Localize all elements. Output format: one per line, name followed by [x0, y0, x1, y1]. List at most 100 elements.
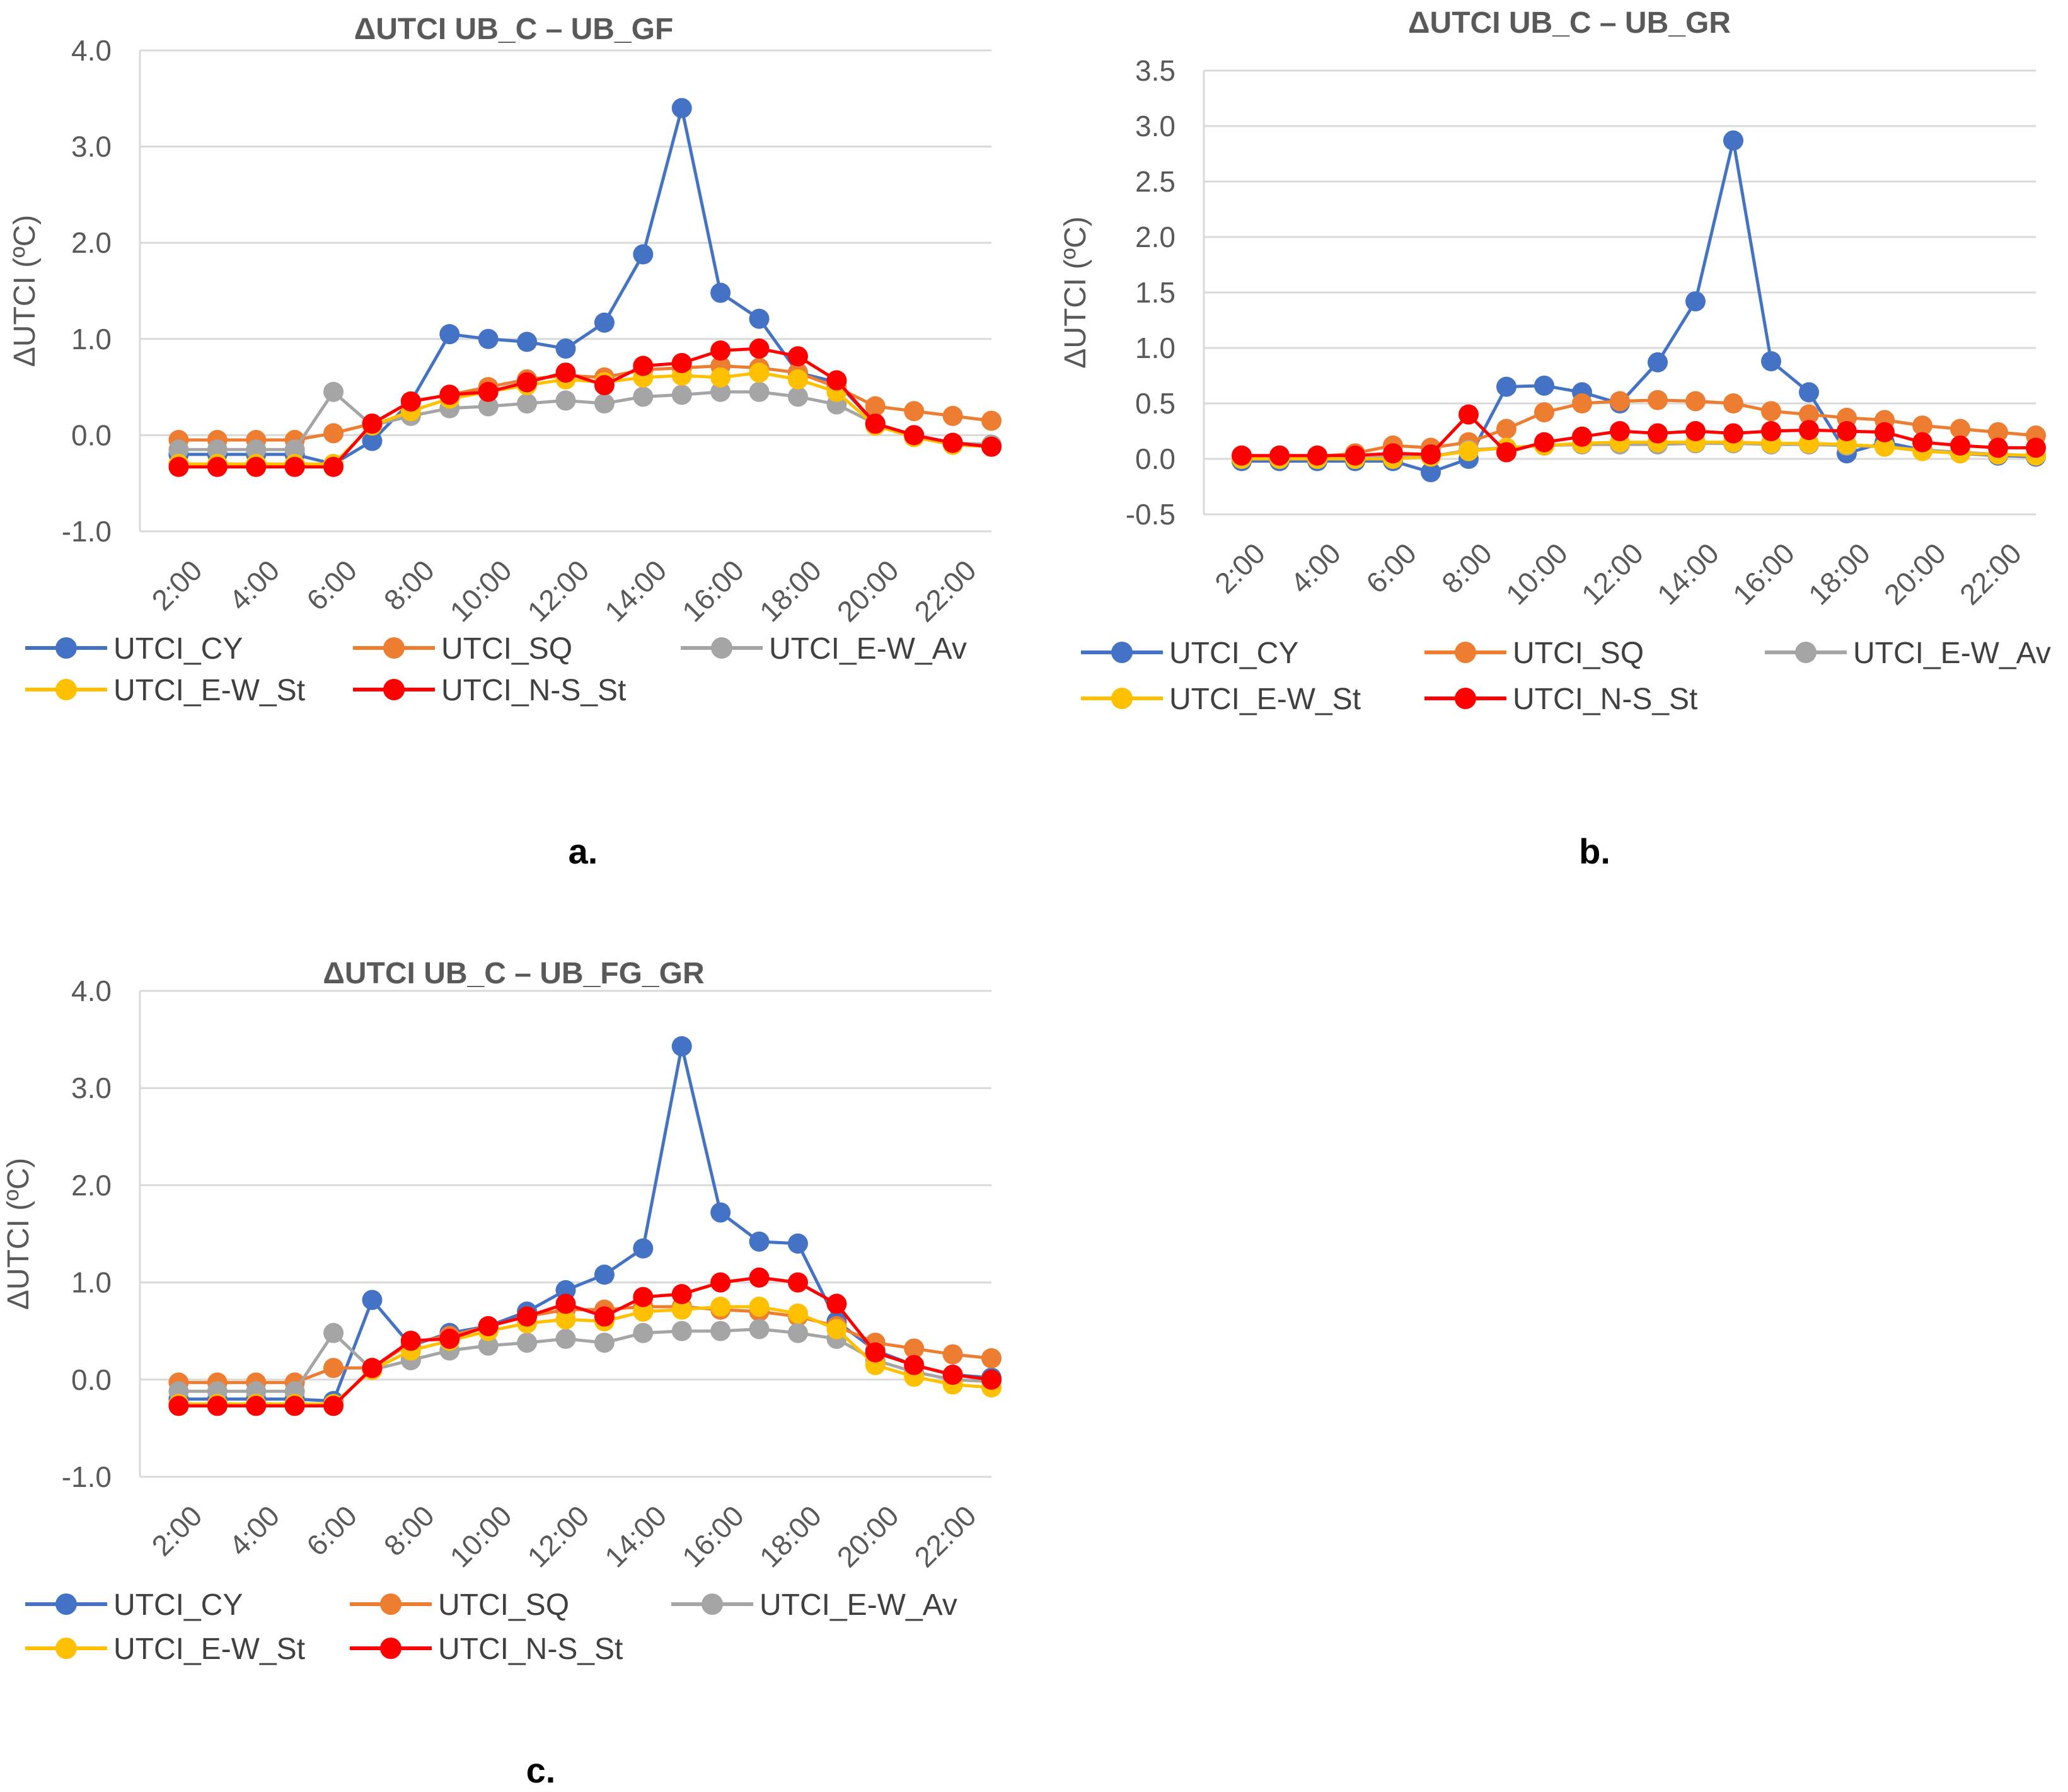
point-UTCI_N-S_St [1534, 432, 1554, 453]
point-UTCI_N-S_St [1232, 445, 1252, 466]
point-UTCI_E-W_St [710, 1297, 731, 1317]
point-UTCI_SQ [1988, 422, 2008, 442]
legend-label: UTCI_N-S_St [1513, 683, 1697, 716]
y-tick-label: 1.0 [1135, 332, 1176, 364]
point-UTCI_CY [1685, 291, 1706, 312]
point-UTCI_CY [1799, 382, 1819, 403]
series-line-UTCI_N-S_St [178, 1276, 992, 1408]
legend-label: UTCI_E-W_St [1169, 683, 1361, 716]
point-UTCI_E-W_St [710, 367, 731, 388]
y-tick-label: 0.0 [71, 1363, 112, 1396]
point-UTCI_SQ [1950, 419, 1970, 439]
x-tick-label: 22:00 [908, 1499, 982, 1573]
point-UTCI_CY [362, 1290, 383, 1310]
point-UTCI_E-W_Av [787, 386, 808, 407]
point-UTCI_E-W_Av [594, 393, 615, 414]
point-UTCI_N-S_St [749, 338, 770, 359]
series-line-UTCI_E-W_St [178, 1305, 992, 1406]
point-UTCI_E-W_Av [284, 439, 305, 460]
legend-marker-UTCI_SQ [380, 1593, 401, 1615]
legend-label: UTCI_N-S_St [438, 1633, 623, 1666]
point-UTCI_E-W_St [749, 362, 770, 383]
point-UTCI_N-S_St [942, 432, 963, 453]
point-UTCI_N-S_St [207, 456, 228, 477]
x-tick-label: 14:00 [598, 553, 673, 628]
panel-caption: b. [1579, 831, 1610, 871]
y-tick-label: 3.0 [71, 130, 112, 163]
legend-label: UTCI_CY [113, 1588, 243, 1622]
point-UTCI_SQ [1761, 401, 1781, 422]
point-UTCI_CY [671, 1036, 692, 1056]
legend-label: UTCI_SQ [1513, 637, 1644, 670]
point-UTCI_N-S_St [207, 1396, 228, 1416]
point-UTCI_N-S_St [633, 356, 654, 376]
point-UTCI_E-W_Av [749, 1319, 770, 1339]
x-tick-label: 12:00 [1575, 536, 1649, 611]
point-UTCI_N-S_St [323, 456, 344, 477]
point-UTCI_E-W_St [1874, 436, 1895, 457]
x-tick-label: 18:00 [1802, 536, 1876, 611]
chart-title: ΔUTCI UB_C – UB_GR [1408, 6, 1731, 40]
panel-caption: c. [526, 1750, 556, 1790]
series-line-UTCI_SQ [178, 364, 992, 442]
y-tick-label: 2.0 [71, 226, 112, 259]
point-UTCI_E-W_St [749, 1297, 770, 1317]
legend-marker-UTCI_E-W_St [1111, 688, 1133, 709]
x-tick-label: 16:00 [1726, 536, 1801, 611]
point-UTCI_N-S_St [710, 340, 731, 361]
chart-title: ΔUTCI UB_C – UB_GF [354, 13, 674, 46]
y-tick-label: -1.0 [62, 1460, 112, 1493]
y-axis-label: ΔUTCI (ºC) [2, 1158, 35, 1310]
x-tick-label: 16:00 [676, 1499, 750, 1573]
point-UTCI_E-W_Av [710, 381, 731, 402]
point-UTCI_N-S_St [1572, 426, 1592, 447]
point-UTCI_N-S_St [1345, 445, 1365, 466]
point-UTCI_E-W_St [787, 369, 808, 390]
x-tick-label: 10:00 [1499, 536, 1574, 611]
point-UTCI_N-S_St [633, 1286, 654, 1307]
point-UTCI_CY [594, 1264, 615, 1285]
point-UTCI_N-S_St [710, 1272, 731, 1293]
point-UTCI_N-S_St [323, 1396, 344, 1416]
point-UTCI_E-W_Av [555, 1329, 576, 1350]
point-UTCI_N-S_St [942, 1365, 963, 1385]
point-UTCI_CY [749, 308, 770, 329]
point-UTCI_CY [439, 324, 460, 345]
point-UTCI_CY [517, 332, 538, 352]
point-UTCI_E-W_Av [168, 439, 189, 460]
legend-label: UTCI_SQ [441, 632, 572, 666]
x-tick-label: 18:00 [753, 553, 828, 628]
point-UTCI_N-S_St [2026, 437, 2046, 458]
chart-3: ΔUTCI UB_C – UB_FG_GR -1.0 0.0 1.0 2.0 3.0 4.0… [2, 957, 1002, 1790]
x-tick-label: 22:00 [908, 553, 982, 628]
point-UTCI_CY [362, 431, 383, 451]
x-tick-label: 8:00 [378, 553, 441, 616]
point-UTCI_N-S_St [826, 1293, 847, 1314]
point-UTCI_N-S_St [1307, 445, 1327, 466]
point-UTCI_N-S_St [787, 346, 808, 367]
point-UTCI_N-S_St [1950, 435, 1970, 456]
legend-label: UTCI_N-S_St [441, 674, 626, 707]
point-UTCI_N-S_St [246, 456, 267, 477]
legend-marker-UTCI_E-W_St [55, 679, 77, 700]
legend-label: UTCI_E-W_Av [760, 1588, 957, 1622]
point-UTCI_N-S_St [981, 1369, 1002, 1390]
point-UTCI_N-S_St [1496, 442, 1516, 463]
x-tick-label: 2:00 [145, 1499, 208, 1562]
x-tick-label: 12:00 [521, 1499, 595, 1573]
point-UTCI_N-S_St [1421, 444, 1441, 465]
point-UTCI_SQ [1572, 393, 1592, 413]
point-UTCI_N-S_St [1874, 422, 1895, 442]
y-axis-label: ΔUTCI (ºC) [8, 215, 42, 367]
point-UTCI_N-S_St [1799, 420, 1819, 441]
point-UTCI_N-S_St [439, 384, 460, 405]
point-UTCI_N-S_St [904, 425, 925, 446]
series-line-UTCI_N-S_St [1242, 413, 2036, 458]
point-UTCI_SQ [981, 1348, 1002, 1368]
x-tick-label: 6:00 [300, 553, 363, 616]
point-UTCI_N-S_St [671, 352, 692, 373]
point-UTCI_E-W_Av [246, 439, 267, 460]
point-UTCI_N-S_St [400, 391, 421, 412]
y-tick-label: 4.0 [71, 974, 112, 1007]
